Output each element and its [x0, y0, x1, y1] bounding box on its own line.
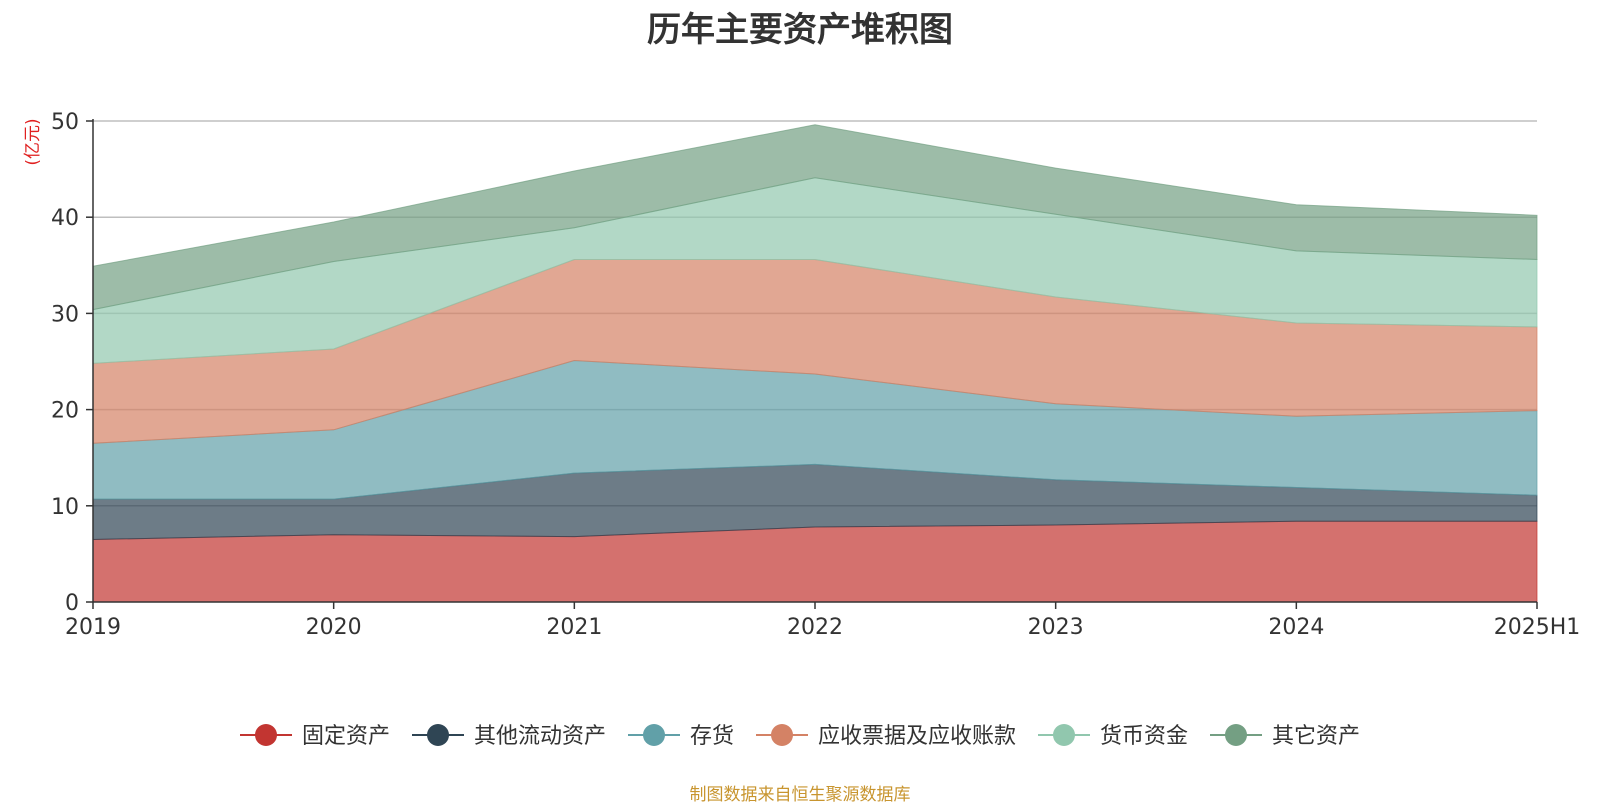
y-axis-unit-label: (亿元) — [23, 118, 43, 165]
legend-item-5: 其它资产 — [1210, 724, 1360, 749]
legend-item-3: 应收票据及应收账款 — [756, 724, 1016, 749]
x-tick-label: 2020 — [306, 615, 362, 640]
y-tick-label: 30 — [51, 302, 79, 327]
y-tick-label: 50 — [51, 110, 79, 135]
x-tick-label: 2024 — [1268, 615, 1324, 640]
legend-item-2: 存货 — [628, 724, 734, 749]
legend-marker — [643, 724, 665, 746]
x-tick-label: 2025H1 — [1494, 615, 1581, 640]
legend: 固定资产 其他流动资产 存货 应收票据及应收账款 货币资金 其它资产 — [240, 724, 1360, 749]
axes: 0 10 20 30 40 50 2019 2020 2021 2022 2023 2024 2025H… — [51, 110, 1580, 640]
legend-item-4: 货币资金 — [1038, 724, 1188, 749]
x-tick-label: 2019 — [65, 615, 121, 640]
legend-label: 存货 — [690, 724, 734, 749]
legend-label: 货币资金 — [1100, 724, 1188, 749]
chart-title: 历年主要资产堆积图 — [647, 10, 953, 50]
legend-marker — [1225, 724, 1247, 746]
legend-marker — [427, 724, 449, 746]
y-tick-label: 10 — [51, 495, 79, 520]
legend-label: 其它资产 — [1272, 724, 1360, 749]
source-note: 制图数据来自恒生聚源数据库 — [689, 785, 911, 805]
x-tick-label: 2022 — [787, 615, 843, 640]
legend-item-0: 固定资产 — [240, 724, 390, 749]
legend-marker — [255, 724, 277, 746]
y-tick-label: 20 — [51, 399, 79, 424]
legend-marker — [771, 724, 793, 746]
legend-label: 固定资产 — [302, 724, 390, 749]
x-tick-label: 2021 — [546, 615, 602, 640]
y-tick-label: 0 — [65, 591, 79, 616]
legend-label: 应收票据及应收账款 — [818, 724, 1016, 749]
x-tick-label: 2023 — [1028, 615, 1084, 640]
area-series-layer — [92, 124, 1538, 603]
legend-label: 其他流动资产 — [474, 724, 606, 749]
legend-marker — [1053, 724, 1075, 746]
legend-item-1: 其他流动资产 — [412, 724, 606, 749]
y-tick-label: 40 — [51, 206, 79, 231]
area-series-5 — [92, 124, 1538, 311]
